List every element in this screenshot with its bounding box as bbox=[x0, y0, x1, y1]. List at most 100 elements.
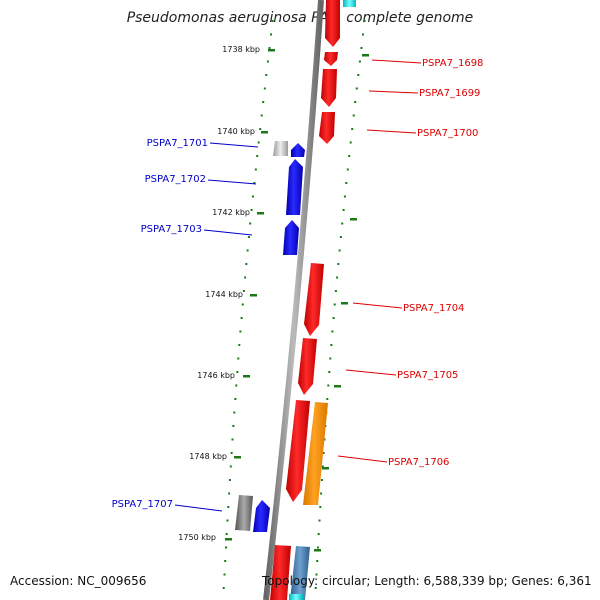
scale-dot bbox=[316, 560, 319, 562]
scale-dot bbox=[342, 209, 345, 211]
gene-label: PSPA7_1701 bbox=[147, 138, 208, 149]
scale-dot bbox=[230, 452, 233, 454]
scale-label: 1742 kbp bbox=[212, 208, 250, 217]
scale-dot bbox=[262, 101, 265, 103]
forward-strand-genes bbox=[270, 0, 340, 600]
scale-dot bbox=[227, 506, 230, 508]
scale-dot bbox=[225, 546, 227, 549]
scale-dot bbox=[318, 519, 321, 522]
scale-dot bbox=[251, 195, 254, 198]
gene-label: PSPA7_1700 bbox=[417, 128, 478, 139]
scale-dot bbox=[352, 114, 355, 117]
scale-dot bbox=[224, 560, 227, 562]
feature-block[interactable] bbox=[303, 402, 328, 505]
scale-dot bbox=[241, 303, 244, 306]
gene-feature[interactable] bbox=[286, 159, 303, 215]
scale-ticks bbox=[225, 49, 369, 552]
feature-block[interactable] bbox=[289, 594, 303, 600]
scale-dot bbox=[259, 128, 262, 130]
scale-dot bbox=[315, 573, 318, 576]
scale-dot bbox=[250, 209, 253, 211]
gene-feature[interactable] bbox=[283, 220, 299, 255]
scale-dot bbox=[240, 317, 243, 319]
scale-dot bbox=[253, 182, 256, 184]
outer-scale-arc bbox=[314, 20, 366, 589]
scale-dot bbox=[327, 384, 330, 387]
feature-block[interactable] bbox=[343, 0, 356, 7]
scale-dot bbox=[362, 33, 364, 36]
scale-label: 1744 kbp bbox=[205, 290, 243, 299]
feature-block[interactable] bbox=[290, 546, 310, 600]
gene-feature[interactable] bbox=[319, 112, 335, 144]
gene-feature[interactable] bbox=[270, 545, 291, 600]
scale-dot bbox=[354, 101, 357, 103]
scale-dot bbox=[231, 438, 234, 441]
scale-dot bbox=[268, 47, 271, 49]
scale-dot bbox=[337, 263, 340, 265]
gene-feature[interactable] bbox=[304, 263, 324, 336]
scale-label: 1750 kbp bbox=[178, 533, 216, 542]
genome-summary: Topology: circular; Length: 6,588,339 bp… bbox=[262, 574, 592, 588]
scale-dot bbox=[232, 425, 235, 427]
scale-dot bbox=[238, 344, 241, 346]
genome-backbone bbox=[263, 0, 324, 600]
scale-label: 1746 kbp bbox=[197, 371, 235, 380]
gene-feature[interactable] bbox=[253, 500, 270, 532]
scale-dot bbox=[319, 506, 322, 508]
gene-feature[interactable] bbox=[325, 0, 340, 47]
gene-label: PSPA7_1698 bbox=[422, 58, 483, 69]
gene-label: PSPA7_1707 bbox=[112, 499, 173, 510]
scale-dot bbox=[328, 371, 331, 373]
gene-label: PSPA7_1703 bbox=[141, 224, 202, 235]
scale-dot bbox=[239, 330, 242, 333]
gene-label: PSPA7_1706 bbox=[388, 457, 449, 468]
reverse-gene-labels: PSPA7_1701 PSPA7_1702 PSPA7_1703 PSPA7_1… bbox=[112, 138, 208, 510]
scale-dot bbox=[320, 479, 323, 481]
accession-info: Accession: NC_009656 bbox=[10, 574, 147, 588]
scale-dot bbox=[254, 168, 257, 171]
scale-dot bbox=[233, 411, 236, 414]
scale-dot bbox=[341, 222, 344, 225]
scale-dot bbox=[247, 236, 250, 238]
forward-gene-labels: PSPA7_1698 PSPA7_1699 PSPA7_1700 PSPA7_1… bbox=[388, 58, 483, 468]
scale-dot bbox=[270, 33, 272, 36]
scale-dot bbox=[222, 587, 225, 589]
feature-block[interactable] bbox=[235, 495, 253, 531]
scale-label: 1738 kbp bbox=[222, 45, 260, 54]
scale-dot bbox=[245, 263, 248, 265]
feature-block[interactable] bbox=[273, 141, 288, 156]
scale-dot bbox=[348, 155, 351, 157]
gene-label: PSPA7_1705 bbox=[397, 370, 458, 381]
scale-dot bbox=[349, 141, 352, 144]
scale-dot bbox=[271, 20, 274, 22]
scale-dot bbox=[229, 465, 232, 468]
other-features bbox=[235, 0, 356, 600]
scale-dot bbox=[351, 128, 354, 130]
scale-dot bbox=[249, 222, 252, 225]
scale-dot bbox=[242, 290, 245, 292]
scale-dot bbox=[235, 384, 238, 387]
gene-feature[interactable] bbox=[321, 69, 337, 107]
scale-dot bbox=[333, 303, 336, 306]
scale-label: 1748 kbp bbox=[189, 452, 227, 461]
scale-dot bbox=[234, 398, 237, 400]
gene-feature[interactable] bbox=[298, 338, 317, 395]
map-title: Pseudomonas aeruginosa PA7, complete gen… bbox=[126, 10, 474, 26]
scale-label: 1740 kbp bbox=[217, 127, 255, 136]
scale-dot bbox=[355, 87, 358, 90]
scale-dot bbox=[228, 492, 231, 495]
scale-dot bbox=[317, 546, 319, 549]
scale-dot bbox=[244, 276, 247, 279]
gene-feature[interactable] bbox=[324, 52, 338, 66]
gene-label: PSPA7_1702 bbox=[145, 174, 206, 185]
scale-dot bbox=[345, 182, 348, 184]
scale-dot bbox=[225, 533, 228, 535]
scale-dot bbox=[343, 195, 346, 198]
gene-feature[interactable] bbox=[286, 400, 310, 502]
scale-dot bbox=[320, 492, 323, 495]
scale-dot bbox=[338, 249, 341, 252]
gene-feature[interactable] bbox=[291, 143, 305, 157]
scale-dot bbox=[321, 465, 324, 468]
scale-dot bbox=[263, 87, 266, 90]
